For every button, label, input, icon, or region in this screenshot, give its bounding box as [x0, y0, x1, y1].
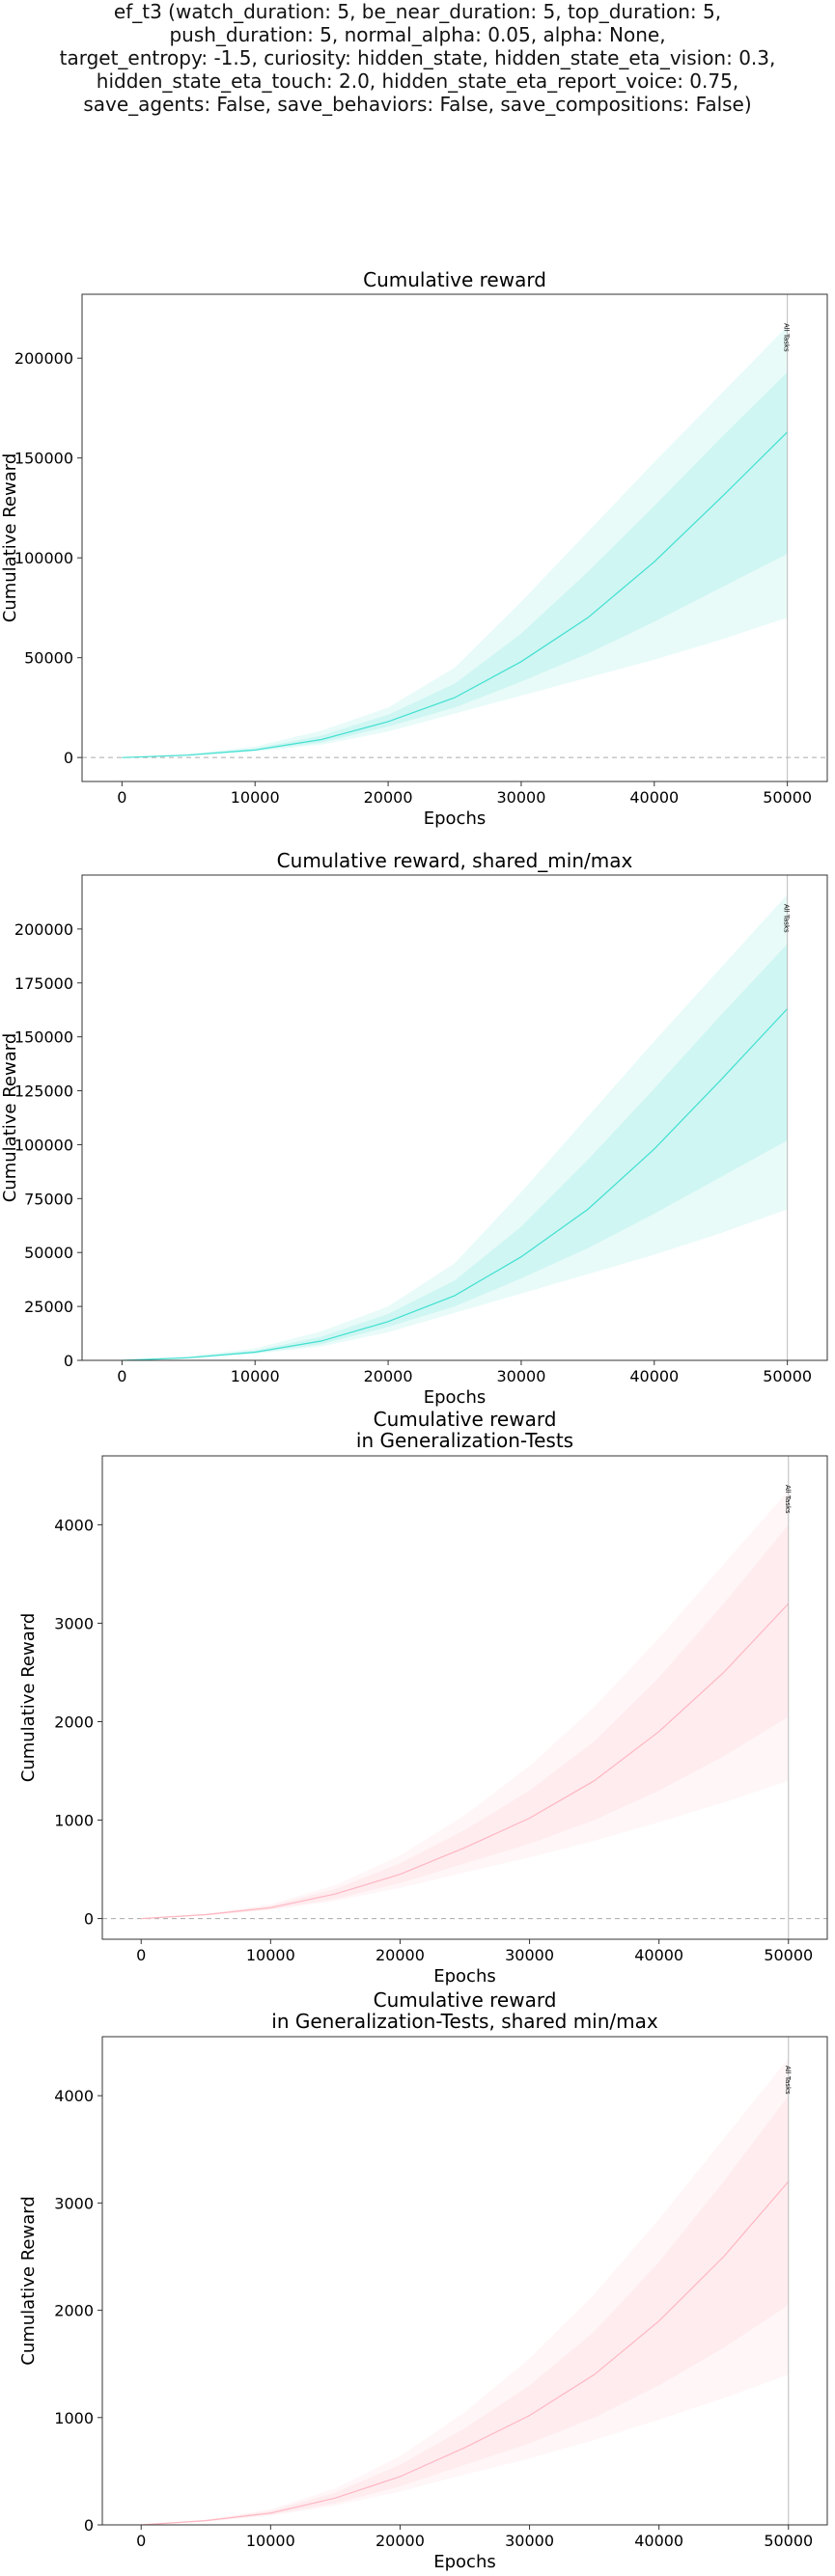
x-tick-label: 30000: [496, 1367, 545, 1385]
mean-reward-line: [122, 431, 789, 758]
x-tick-label: 30000: [496, 788, 545, 807]
mean-reward-line: [141, 1603, 790, 1920]
all-tasks-label: All Tasks: [783, 323, 791, 352]
y-tick-label: 125000: [14, 1082, 73, 1101]
x-tick-label: 50000: [764, 2532, 813, 2550]
x-tick-label: 10000: [231, 1367, 280, 1385]
x-tick-label: 30000: [505, 2532, 554, 2550]
x-tick-label: 30000: [505, 1946, 554, 1964]
axes-frame: [81, 293, 828, 782]
y-tick-label: 200000: [14, 349, 73, 368]
mean-reward-line: [141, 2180, 790, 2526]
cumulative-reward-shared-chart: Cumulative reward, shared_min/max All Tas…: [0, 849, 828, 1408]
suptitle-line: push_duration: 5, normal_alpha: 0.05, al…: [169, 23, 666, 46]
x-tick-label: 20000: [376, 2532, 425, 2550]
x-tick-label: 40000: [634, 2532, 683, 2550]
suptitle-line: hidden_state_eta_touch: 2.0, hidden_stat…: [96, 69, 739, 93]
range-band-outer: [141, 1490, 789, 1919]
y-tick-label: 150000: [14, 1028, 73, 1047]
y-tick-label: 3000: [54, 2194, 94, 2212]
figure-suptitle: ef_t3 (watch_duration: 5, be_near_durati…: [0, 0, 835, 116]
chart-title: Cumulative reward: [374, 1988, 557, 2012]
y-tick-label: 2000: [54, 1713, 94, 1731]
y-tick-label: 75000: [24, 1190, 73, 1208]
mean-reward-line: [122, 1008, 789, 1361]
y-axis-label: Cumulative Reward: [0, 453, 20, 623]
axes-frame: [81, 874, 828, 1361]
all-tasks-label: All Tasks: [783, 904, 791, 933]
x-tick-label: 0: [136, 2532, 146, 2550]
y-tick-label: 1000: [54, 2409, 94, 2427]
range-band-outer: [122, 326, 788, 758]
range-band-inner: [122, 944, 788, 1360]
suptitle-line: ef_t3 (watch_duration: 5, be_near_durati…: [113, 0, 722, 23]
range-band-inner: [141, 2096, 789, 2525]
chart-title: Cumulative reward: [374, 1408, 557, 1431]
y-tick-label: 3000: [54, 1614, 94, 1632]
x-tick-label: 0: [117, 1367, 126, 1385]
x-tick-label: 50000: [763, 788, 812, 807]
y-axis-label: Cumulative Reward: [18, 1613, 39, 1783]
x-axis-label: Epochs: [433, 2552, 496, 2572]
suptitle-line: target_entropy: -1.5, curiosity: hidden_…: [59, 46, 776, 69]
x-tick-label: 50000: [764, 1946, 813, 1964]
x-tick-label: 10000: [246, 2532, 295, 2550]
x-tick-label: 50000: [763, 1367, 812, 1385]
range-band-inner: [122, 371, 788, 758]
all-tasks-label: All Tasks: [784, 1485, 792, 1514]
x-tick-label: 40000: [629, 788, 679, 807]
x-tick-label: 20000: [364, 788, 413, 807]
x-axis-label: Epochs: [424, 1387, 487, 1408]
cumulative-reward-chart: Cumulative reward All Tasks 0 10000 20000 300…: [0, 268, 828, 829]
y-tick-label: 0: [84, 2516, 94, 2535]
y-tick-label: 0: [84, 1910, 94, 1929]
chart-title: in Generalization-Tests, shared min/max: [271, 2010, 658, 2033]
x-tick-label: 10000: [246, 1946, 295, 1964]
y-tick-label: 4000: [54, 2087, 94, 2105]
y-axis-label: Cumulative Reward: [0, 1033, 20, 1203]
y-tick-label: 150000: [14, 450, 73, 468]
x-tick-label: 20000: [376, 1946, 425, 1964]
x-tick-label: 0: [136, 1946, 146, 1964]
y-tick-label: 200000: [14, 920, 73, 939]
y-tick-label: 50000: [24, 649, 73, 668]
range-band-outer: [122, 894, 788, 1360]
suptitle-line: save_agents: False, save_behaviors: Fals…: [83, 93, 752, 116]
x-tick-label: 10000: [231, 788, 280, 807]
range-band-outer: [141, 2058, 789, 2525]
chart-title: Cumulative reward, shared_min/max: [277, 849, 633, 872]
axes-frame: [101, 2036, 828, 2526]
x-tick-label: 40000: [629, 1367, 679, 1385]
x-axis-label: Epochs: [433, 1966, 496, 1987]
y-tick-label: 2000: [54, 2302, 94, 2320]
chart-title: Cumulative reward: [363, 268, 546, 291]
y-tick-label: 25000: [24, 1298, 73, 1316]
chart-title: in Generalization-Tests: [356, 1429, 573, 1452]
y-tick-label: 0: [64, 1352, 73, 1370]
x-tick-label: 40000: [634, 1946, 683, 1964]
y-tick-label: 50000: [24, 1244, 73, 1262]
y-tick-label: 1000: [54, 1812, 94, 1830]
x-tick-label: 0: [117, 788, 126, 807]
y-tick-label: 100000: [14, 549, 73, 567]
x-axis-label: Epochs: [424, 808, 487, 829]
range-band-inner: [141, 1524, 789, 1919]
y-tick-label: 175000: [14, 974, 73, 993]
x-tick-label: 20000: [364, 1367, 413, 1385]
axes-frame: [101, 1455, 828, 1940]
y-tick-label: 0: [64, 749, 73, 767]
y-axis-label: Cumulative Reward: [18, 2196, 39, 2366]
y-tick-label: 100000: [14, 1136, 73, 1154]
y-tick-label: 4000: [54, 1516, 94, 1534]
all-tasks-label: All Tasks: [784, 2066, 792, 2095]
